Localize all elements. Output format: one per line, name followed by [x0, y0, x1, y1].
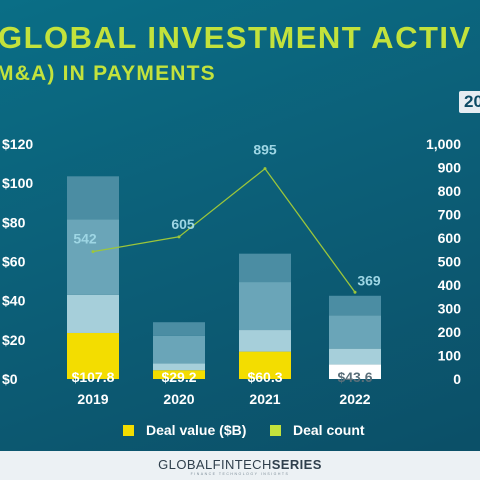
brand-name-part2: SERIES: [271, 457, 322, 472]
bar-segment: [153, 363, 205, 371]
legend-label-deal-value: Deal value ($B): [146, 422, 247, 438]
x-axis-tick: 2019: [77, 391, 108, 407]
bar-segment: [67, 219, 119, 295]
left-axis-tick: $100: [2, 175, 33, 191]
bar-highlight-segment: [153, 370, 205, 379]
legend-swatch-deal-count: [270, 424, 281, 436]
footer-bar: GLOBALFINTECHSERIES FINANCE TECHNOLOGY I…: [0, 451, 480, 480]
bar-value-label: $43.6: [337, 369, 372, 385]
right-axis-tick: 900: [438, 160, 462, 176]
x-axis-tick: 2022: [339, 391, 370, 407]
left-axis-tick: $20: [2, 332, 26, 348]
bar-segment: [239, 282, 291, 331]
right-axis-tick: 800: [438, 183, 462, 199]
bar-value-label: $60.3: [247, 369, 282, 385]
left-axis-tick: $80: [2, 214, 26, 230]
deal-count-point: [263, 167, 267, 171]
x-axis-tick: 2021: [249, 391, 280, 407]
right-axis-tick: 300: [438, 301, 462, 317]
left-axis-tick: $60: [2, 254, 26, 270]
brand-logo: GLOBALFINTECHSERIES: [0, 457, 480, 472]
bar-highlight-segment: [329, 364, 381, 379]
bar-segment: [329, 295, 381, 316]
brand-tagline: FINANCE TECHNOLOGY INSIGHTS: [190, 472, 290, 476]
left-axis-tick: $40: [2, 293, 26, 309]
bar-segment: [239, 330, 291, 352]
bar-segment: [329, 315, 381, 349]
right-axis-tick: 200: [438, 324, 462, 340]
bar-segment: [153, 335, 205, 364]
bar-value-label: $29.2: [161, 369, 196, 385]
legend-item-deal-count: Deal count: [270, 422, 365, 438]
legend: Deal value ($B) Deal count: [0, 422, 480, 440]
bar-segment: [239, 253, 291, 283]
deal-count-label: 542: [73, 231, 97, 247]
chart-subtitle: M&A) IN PAYMENTS: [0, 62, 216, 85]
investment-chart: $0 $20 $40 $60 $80 $100 $120 0 100 200 300 400 500 60…: [2, 136, 462, 407]
deal-count-line: [92, 167, 356, 293]
deal-count-point: [91, 250, 95, 254]
right-axis-tick: 100: [438, 348, 462, 364]
right-axis-tick: 600: [438, 230, 462, 246]
deal-count-point: [177, 235, 181, 239]
bar-highlight-segment: [239, 351, 291, 379]
bar-segment: [329, 348, 381, 365]
right-axis-tick: 1,000: [426, 136, 461, 152]
bar-highlight-segment: [67, 332, 119, 379]
chart-title: GLOBAL INVESTMENT ACTIV: [0, 20, 472, 55]
right-axis-tick: 0: [453, 371, 461, 387]
right-axis-tick: 500: [438, 254, 462, 270]
bar-segment: [153, 322, 205, 336]
bar-value-label: $107.8: [72, 369, 115, 385]
deal-count-point: [353, 290, 357, 294]
brand-name-part1: GLOBALFINTECH: [158, 457, 272, 472]
left-axis-tick: $0: [2, 371, 18, 387]
deal-count-label: 895: [253, 142, 277, 158]
deal-count-label: 605: [171, 216, 195, 232]
bar-segment: [67, 294, 119, 333]
right-axis-tick: 700: [438, 207, 462, 223]
left-axis-tick: $120: [2, 136, 33, 152]
right-axis-tick: 400: [438, 277, 462, 293]
legend-swatch-deal-value: [123, 424, 134, 436]
legend-label-deal-count: Deal count: [293, 422, 365, 438]
bar-segment: [67, 176, 119, 220]
year-tag: 20: [459, 91, 480, 113]
x-axis-tick: 2020: [163, 391, 194, 407]
deal-count-label: 369: [357, 272, 381, 288]
legend-item-deal-value: Deal value ($B): [123, 422, 246, 438]
